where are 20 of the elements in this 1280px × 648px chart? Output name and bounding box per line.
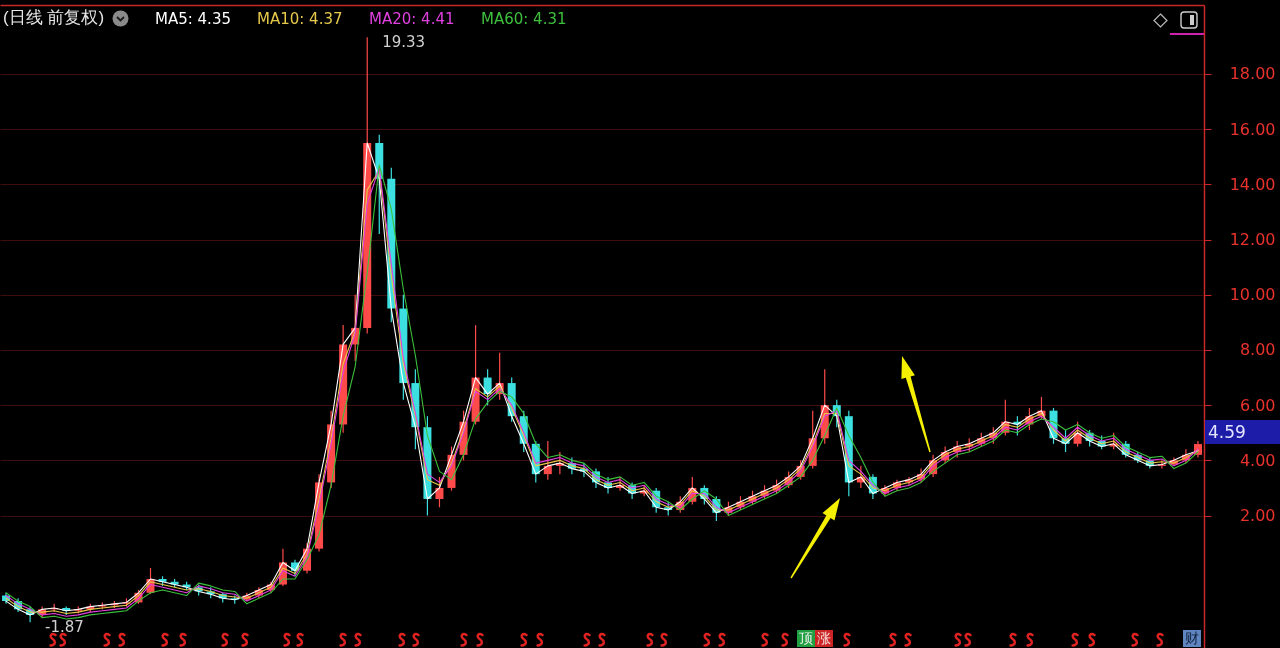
annotation: 顶 (797, 630, 815, 647)
text: MA5: 4.35 (155, 9, 231, 28)
y-tick-label: 6.00 (1239, 395, 1276, 415)
annotation: 涨 (815, 630, 833, 647)
text: MA10: 4.37 (257, 9, 343, 28)
text: MA60: 4.31 (481, 9, 567, 28)
text: MA20: 4.41 (369, 9, 455, 28)
y-tick-label: 8.00 (1239, 340, 1276, 360)
y-tick-label: 10.00 (1229, 285, 1276, 305)
y-tick-label: 14.00 (1229, 174, 1276, 194)
y-tick-label: 4.00 (1239, 450, 1276, 470)
annotation: -1.87 (45, 618, 84, 637)
y-tick-label: 2.00 (1239, 506, 1276, 526)
chart-title: (日线 前复权) (3, 7, 105, 29)
annotation: 财 (1183, 630, 1201, 647)
y-tick-label: 18.00 (1229, 64, 1276, 84)
text: 4.59 (1205, 420, 1280, 444)
y-tick-label: 16.00 (1229, 119, 1276, 139)
annotation: 19.33 (382, 33, 426, 52)
y-tick-label: 12.00 (1229, 230, 1276, 250)
